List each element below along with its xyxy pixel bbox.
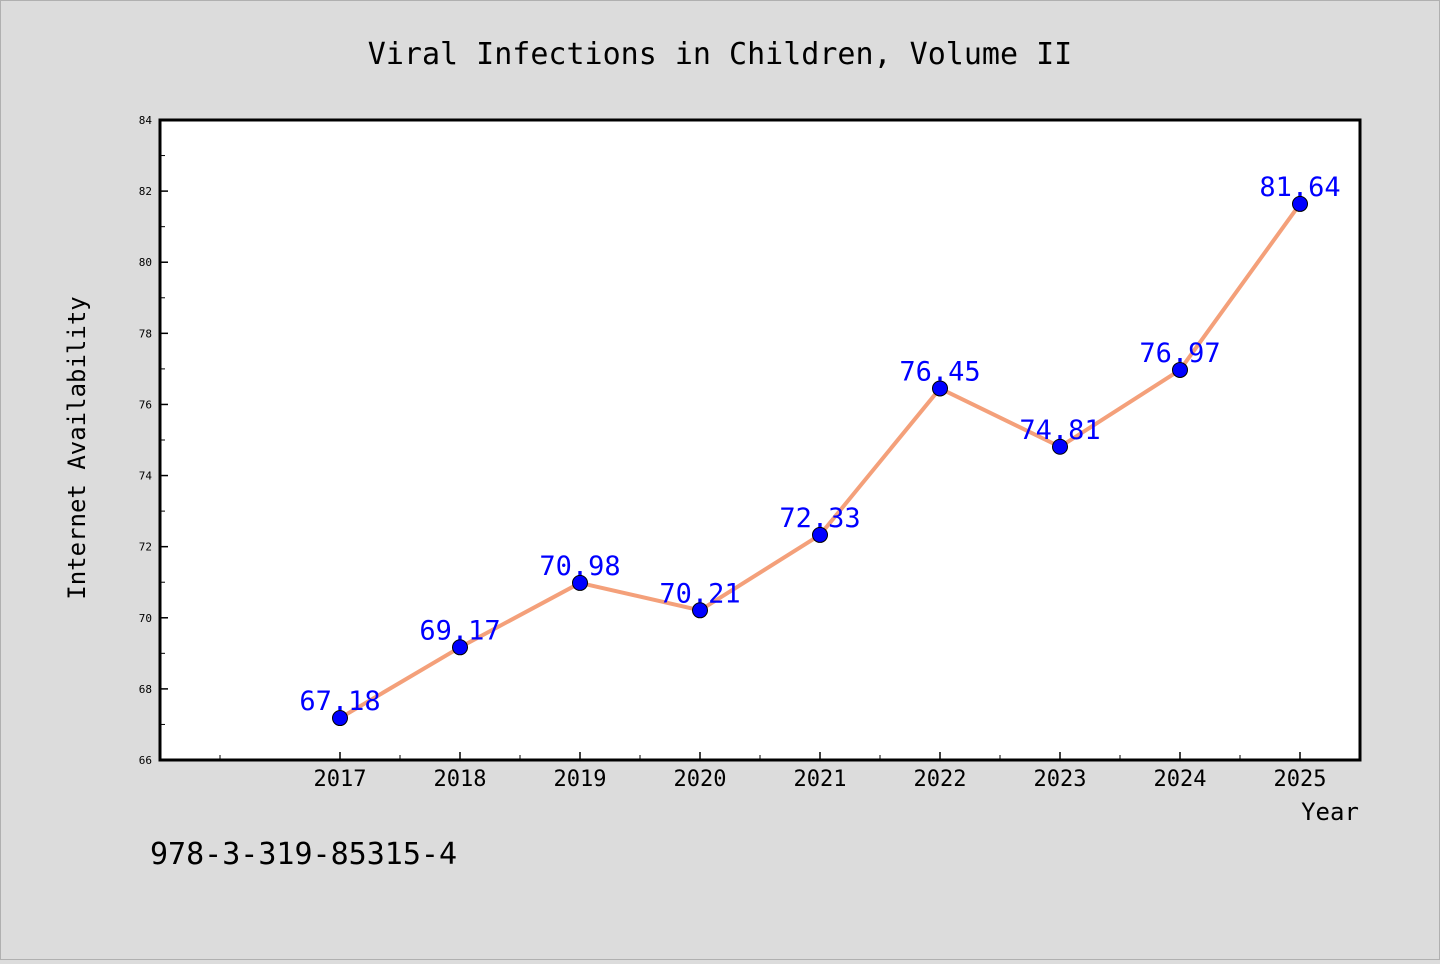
x-tick-label: 2025 — [1274, 767, 1327, 792]
data-label: 76.97 — [1139, 338, 1220, 369]
y-tick-label: 78 — [139, 327, 152, 340]
x-tick-label: 2022 — [914, 767, 967, 792]
x-tick-label: 2021 — [794, 767, 847, 792]
y-tick-label: 74 — [139, 470, 153, 483]
data-point — [332, 710, 348, 727]
data-label: 72.33 — [779, 503, 860, 534]
y-tick-label: 66 — [139, 754, 152, 767]
y-axis-label: Internet Availability — [63, 296, 91, 599]
data-point — [572, 574, 588, 591]
data-labels: 67.18 69.17 70.98 70.21 72.33 76.45 74.81 76.97… — [299, 172, 1340, 717]
y-tick-label: 84 — [139, 114, 153, 127]
y-tick-label: 68 — [139, 683, 152, 696]
x-axis: 2017 2018 2019 2020 2021 2022 2023 2024 2025 — [219, 752, 1327, 792]
data-label: 70.21 — [659, 578, 740, 609]
chart-title: Viral Infections in Children, Volume II — [368, 37, 1072, 72]
data-point — [1052, 438, 1068, 455]
plot-area — [160, 120, 1360, 760]
x-tick-label: 2019 — [554, 767, 607, 792]
data-point — [452, 639, 468, 656]
data-label: 74.81 — [1019, 415, 1100, 446]
data-point — [1292, 195, 1308, 212]
x-tick-label: 2020 — [674, 767, 727, 792]
y-tick-label: 76 — [139, 398, 152, 411]
series-markers — [332, 195, 1308, 727]
isbn-text: 978-3-319-85315-4 — [150, 837, 457, 872]
data-label: 69.17 — [419, 615, 500, 646]
data-point — [692, 602, 708, 619]
x-tick-label: 2018 — [434, 767, 487, 792]
data-point — [932, 380, 948, 397]
plot-frame — [158, 118, 1362, 762]
data-point — [812, 526, 828, 543]
x-axis-label: Year — [1301, 798, 1359, 826]
data-label: 76.45 — [899, 356, 980, 387]
data-label: 81.64 — [1259, 172, 1340, 203]
y-tick-label: 72 — [139, 541, 152, 554]
y-tick-label: 70 — [139, 612, 152, 625]
y-tick-label: 82 — [139, 185, 152, 198]
data-label: 70.98 — [539, 551, 620, 582]
x-tick-label: 2017 — [314, 767, 367, 792]
x-tick-label: 2023 — [1034, 767, 1087, 792]
data-point — [1172, 361, 1188, 378]
y-tick-label: 80 — [139, 256, 152, 269]
x-tick-label: 2024 — [1154, 767, 1207, 792]
data-label: 67.18 — [299, 686, 380, 717]
